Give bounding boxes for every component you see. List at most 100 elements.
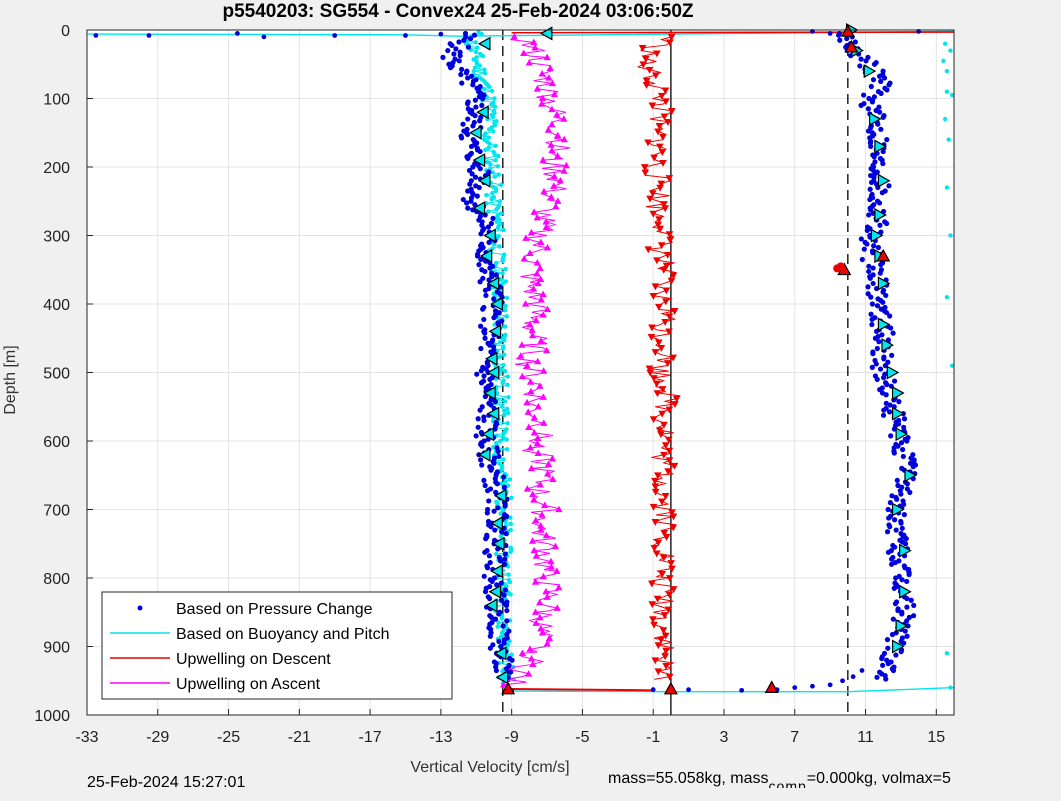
pressure-point xyxy=(470,123,476,129)
buoyancy-point xyxy=(500,281,506,286)
descent-marker xyxy=(664,468,672,476)
pressure-point xyxy=(886,409,893,415)
ascent-marker xyxy=(523,361,531,369)
pressure-point xyxy=(494,582,500,588)
ascent-marker xyxy=(531,43,539,51)
descent-marker xyxy=(656,184,664,192)
pressure-point xyxy=(870,280,876,287)
ascent-marker xyxy=(532,316,540,324)
buoyancy-direction-marker xyxy=(899,543,912,558)
ascent-marker xyxy=(526,249,534,256)
pressure-point xyxy=(893,652,899,658)
pressure-point xyxy=(496,611,502,617)
pressure-point xyxy=(867,275,873,281)
buoyancy-point xyxy=(496,153,501,159)
pressure-point xyxy=(868,179,875,186)
pressure-point xyxy=(481,573,487,579)
descent-marker xyxy=(665,231,674,239)
descent-marker xyxy=(651,349,660,356)
pressure-point xyxy=(880,160,886,167)
descent-marker xyxy=(659,266,668,274)
pressure-point xyxy=(501,474,507,480)
pressure-point xyxy=(872,335,879,341)
buoyancy-direction-marker xyxy=(870,228,884,243)
descent-marker xyxy=(651,488,660,496)
pressure-point xyxy=(870,265,876,271)
descent-marker xyxy=(672,395,681,403)
x-tick-label: 3 xyxy=(720,729,729,746)
pressure-point xyxy=(873,361,879,367)
buoyancy-point xyxy=(479,31,484,37)
mass-text: mass=55.058kg, mass xyxy=(608,770,769,787)
pressure-point xyxy=(901,640,907,646)
descent-marker xyxy=(665,328,673,336)
pressure-point xyxy=(483,536,489,542)
buoyancy-point xyxy=(500,258,506,264)
pressure-point xyxy=(850,674,856,680)
pressure-point xyxy=(885,645,891,651)
pressure-point xyxy=(477,407,483,413)
ascent-marker xyxy=(510,33,518,40)
descent-marker xyxy=(658,410,666,418)
buoyancy-point xyxy=(492,104,498,109)
comp-subscript: comp xyxy=(768,778,807,788)
pressure-point xyxy=(893,575,899,581)
descent-marker xyxy=(648,601,657,609)
descent-marker xyxy=(653,595,662,603)
ascent-marker xyxy=(545,634,554,641)
descent-marker xyxy=(665,436,673,444)
pressure-point xyxy=(463,200,470,206)
buoyancy-point xyxy=(490,190,495,196)
ascent-marker xyxy=(543,639,551,647)
ascent-marker xyxy=(526,444,535,451)
pressure-point xyxy=(902,628,908,634)
ascent-marker xyxy=(530,496,538,503)
descent-marker xyxy=(662,647,670,655)
pressure-point xyxy=(498,597,505,603)
pressure-point xyxy=(482,287,489,293)
buoyancy-point xyxy=(505,406,510,412)
descent-marker xyxy=(641,169,650,177)
pressure-point xyxy=(503,666,510,672)
buoyancy-point xyxy=(497,244,502,249)
x-axis-label: Vertical Velocity [cm/s] xyxy=(410,759,569,776)
pressure-point xyxy=(465,44,471,50)
descent-marker xyxy=(660,421,668,429)
y-tick-label: 300 xyxy=(43,229,70,246)
pressure-point xyxy=(472,202,478,208)
ascent-marker xyxy=(536,382,544,389)
pressure-point xyxy=(477,148,483,155)
ascent-marker xyxy=(536,481,544,488)
descent-marker xyxy=(668,509,676,517)
ascent-marker xyxy=(537,337,545,344)
pressure-point xyxy=(451,51,457,57)
descent-marker xyxy=(660,451,668,459)
ascent-marker xyxy=(533,85,541,92)
red-event-marker xyxy=(764,680,779,694)
y-tick-label: 1000 xyxy=(34,708,70,725)
ascent-marker xyxy=(543,53,551,61)
buoyancy-point xyxy=(487,141,492,146)
pressure-point xyxy=(868,83,874,90)
pressure-point xyxy=(867,196,873,203)
pressure-point xyxy=(874,376,880,382)
ascent-marker xyxy=(529,660,537,667)
buoyancy-bottom-line xyxy=(511,686,955,693)
buoyancy-point xyxy=(948,233,953,238)
descent-marker xyxy=(669,513,678,521)
pressure-point xyxy=(476,184,482,191)
pressure-point xyxy=(507,669,514,675)
pressure-point xyxy=(868,294,874,300)
buoyancy-point xyxy=(501,431,506,436)
pressure-point xyxy=(883,676,889,682)
ascent-marker xyxy=(550,90,559,98)
ascent-marker xyxy=(538,100,546,107)
pressure-point xyxy=(887,524,893,530)
buoyancy-point xyxy=(496,620,501,625)
descent-marker xyxy=(638,44,647,52)
ascent-marker xyxy=(529,331,537,339)
descent-marker xyxy=(671,401,679,409)
pressure-point xyxy=(827,31,833,36)
descent-marker xyxy=(654,128,662,136)
pressure-point xyxy=(494,481,500,487)
